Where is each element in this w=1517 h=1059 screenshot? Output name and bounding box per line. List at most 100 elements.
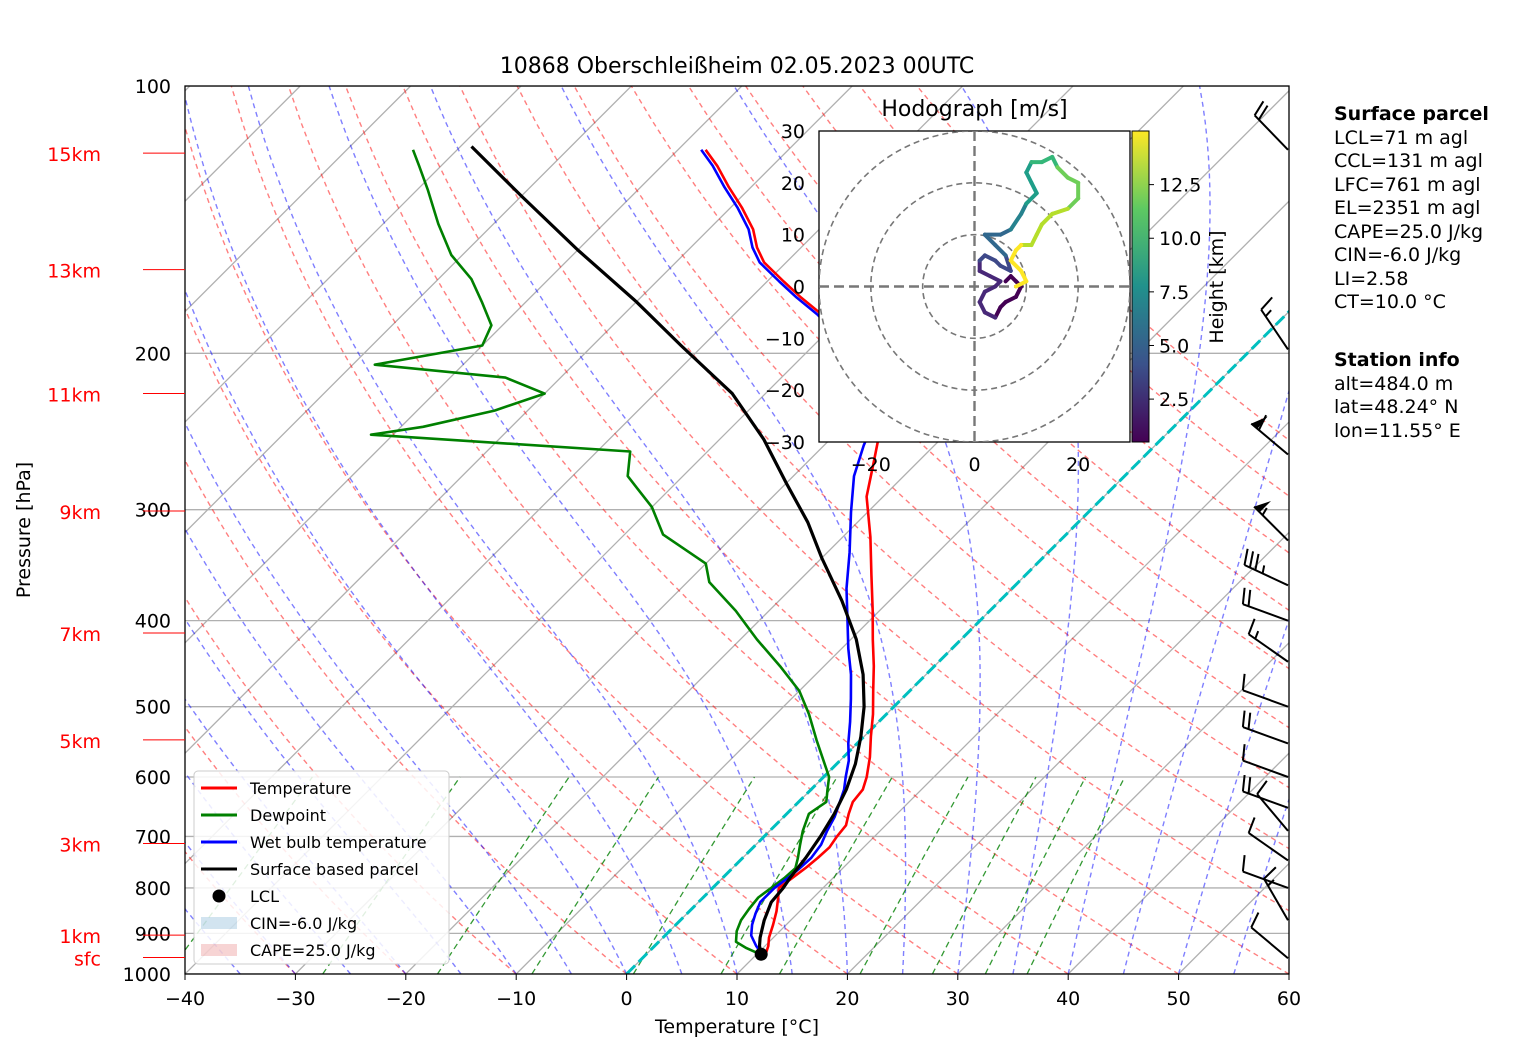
surface-parcel-ct: CT=10.0 °C [1334, 291, 1446, 313]
hodograph-x-tick: 20 [1066, 454, 1090, 476]
mixing-ratio-line [531, 776, 660, 974]
hodograph-ring [921, 233, 1028, 340]
colorbar-tick-label: 12.5 [1159, 175, 1201, 197]
moist-adiabat [185, 93, 683, 974]
x-axis-label: Temperature [°C] [654, 1016, 819, 1038]
hodograph-y-tick: −10 [765, 328, 805, 350]
y-tick-label: 700 [135, 826, 171, 848]
isotherm-line [957, 641, 1289, 974]
wind-barb-shaft [1244, 564, 1289, 587]
wind-barb-flag [1248, 551, 1255, 568]
hodograph-y-tick: 30 [781, 121, 805, 143]
height-label: 3km [59, 835, 101, 857]
colorbar-label: Height [km] [1206, 230, 1228, 343]
legend-label-cape: CAPE=25.0 J/kg [250, 941, 376, 960]
wind-barb-flag [1247, 817, 1256, 834]
freezing-isotherm [625, 309, 1289, 974]
legend-box [193, 770, 450, 965]
moist-adiabat [1177, 617, 1289, 974]
station-latitude: lat=48.24° N [1334, 396, 1459, 418]
moist-adiabat [1233, 797, 1289, 974]
legend-label: Wet bulb temperature [250, 833, 427, 852]
moist-adiabat [960, 86, 1080, 974]
wind-barb-flag [1247, 776, 1252, 794]
moist-adiabat [185, 907, 241, 974]
x-tick-label: 20 [835, 988, 859, 1010]
moist-adiabat [185, 288, 628, 974]
height-label: 11km [47, 385, 101, 407]
hodograph-trace [1039, 211, 1055, 227]
chart-title: 10868 Oberschleißheim 02.05.2023 00UTC [500, 54, 975, 79]
hodograph-plot [819, 131, 1130, 442]
x-tick-label: 10 [725, 988, 749, 1010]
wind-barb-half-flag [1267, 879, 1275, 887]
wind-barb-flag [1241, 673, 1246, 691]
hodograph-trace [1008, 211, 1024, 232]
legend-label: Dewpoint [250, 806, 326, 825]
y-tick-label: 900 [135, 923, 171, 945]
hodograph: Hodograph [m/s] −20 0 20 −30 −20 −10 0 10 20 30 2.5… [765, 97, 1228, 476]
dry-adiabat [287, 86, 1069, 974]
x-tick-label: −40 [165, 988, 205, 1010]
mixing-ratio-line [720, 776, 838, 974]
profile-line [369, 149, 831, 956]
hodograph-y-tick: −30 [765, 432, 805, 454]
wind-barb-half-flag [1261, 507, 1268, 516]
wind-barb-shaft [1242, 689, 1289, 708]
wind-barb-shaft [1242, 603, 1289, 622]
hodograph-trace [1003, 253, 1013, 273]
dry-adiabat [230, 86, 959, 974]
wind-barb-shaft [1250, 926, 1289, 960]
station-altitude: alt=484.0 m [1334, 372, 1454, 395]
mixing-ratio-line [859, 776, 969, 974]
isotherm-line [185, 86, 632, 534]
wind-barb-half-flag [1264, 309, 1272, 317]
wind-barb-flag [1257, 105, 1269, 121]
height-label: 13km [47, 261, 101, 283]
surface-parcel-panel: Surface parcel LCL=71 m agl CCL=131 m ag… [1334, 103, 1489, 315]
surface-parcel-lfc: LFC=761 m agl [1334, 173, 1481, 196]
legend: Temperature Dewpoint Wet bulb temperature S… [193, 770, 450, 965]
hodograph-trace [1008, 258, 1024, 273]
colorbar-tick-label: 2.5 [1159, 389, 1189, 411]
legend-swatch-cin [201, 917, 237, 929]
isotherm-line [185, 86, 743, 644]
wind-barb-flag [1241, 587, 1246, 605]
legend-label-cin: CIN=-6.0 J/kg [250, 914, 357, 933]
hodograph-x-tick: −20 [851, 454, 891, 476]
moist-adiabat [429, 86, 849, 974]
wind-barb-flag [1263, 866, 1277, 880]
profile-line [704, 149, 893, 955]
x-tick-label: 40 [1056, 988, 1080, 1010]
dry-adiabat [516, 86, 1289, 850]
isotherm-line [185, 86, 853, 755]
moist-adiabat [185, 617, 462, 974]
wind-barb-flag [1241, 855, 1246, 872]
hodograph-trace [1065, 196, 1081, 211]
colorbar-tick-label: 10.0 [1159, 228, 1201, 250]
hodograph-trace [1024, 191, 1039, 206]
surface-parcel-lcl: LCL=71 m agl [1334, 126, 1469, 149]
moist-adiabat [1122, 388, 1289, 974]
lcl-marker [754, 947, 768, 961]
hodograph-trace [993, 243, 1008, 258]
legend-label-lcl: LCL [250, 887, 279, 906]
hodograph-colorbar [1131, 130, 1150, 443]
wind-barb-flag [1241, 710, 1246, 728]
mixing-ratio-line [984, 776, 1087, 974]
colorbar-tick-label: 5.0 [1159, 335, 1189, 357]
hodograph-y-tick: 10 [781, 225, 805, 247]
hodograph-y-tick: −20 [765, 380, 805, 402]
dry-adiabat [185, 458, 628, 974]
wind-barb-flag [1257, 414, 1268, 431]
wind-barb-flag [1247, 618, 1256, 635]
height-label: sfc [74, 948, 101, 970]
isotherm-line [185, 86, 412, 313]
y-tick-label: 100 [135, 76, 171, 98]
x-tick-label: 0 [621, 988, 633, 1010]
y-tick-label: 200 [135, 343, 171, 365]
height-label: 15km [47, 144, 101, 166]
hodograph-x-tick: 0 [968, 454, 980, 476]
surface-parcel-header: Surface parcel [1334, 103, 1489, 125]
height-label: 5km [59, 731, 101, 753]
